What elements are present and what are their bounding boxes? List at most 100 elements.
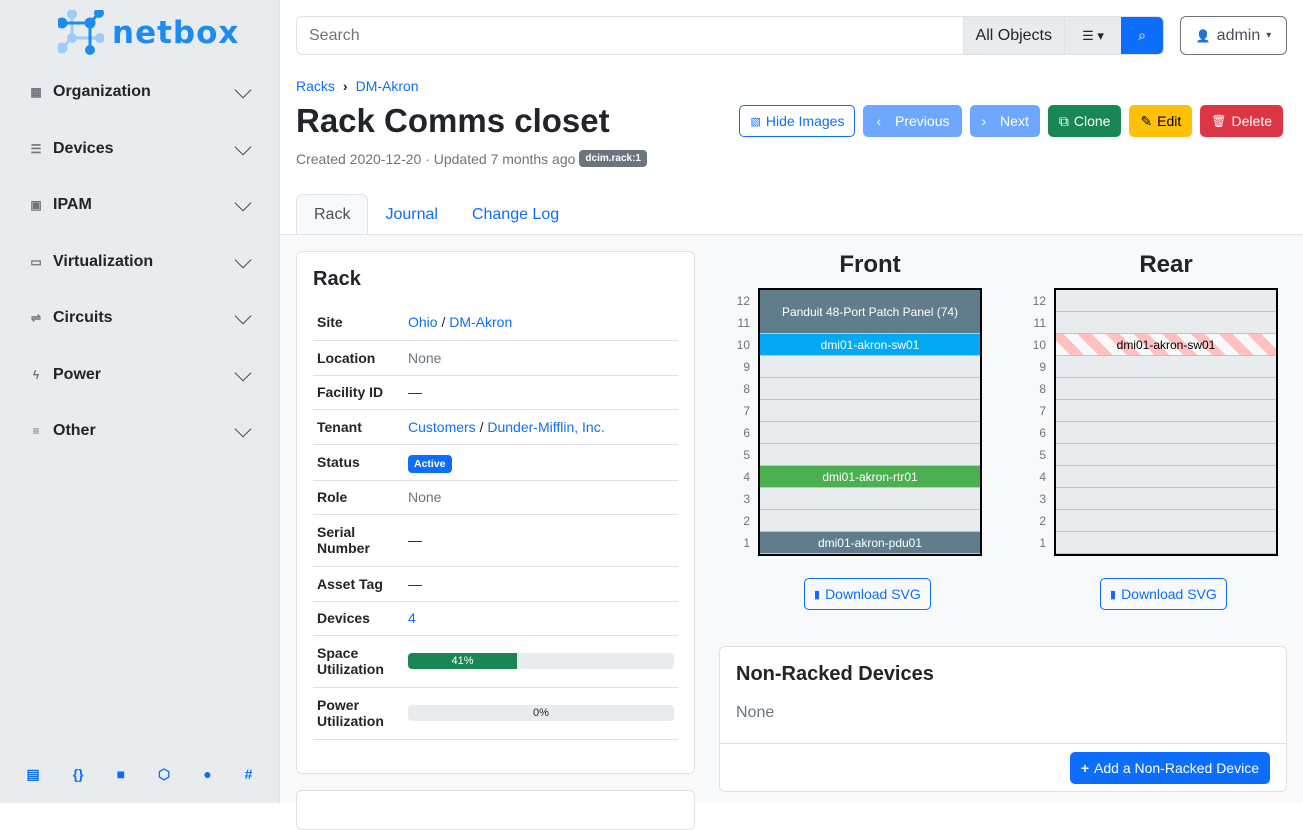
rack-unit-6: [760, 422, 980, 444]
unit-number: 5: [1039, 448, 1046, 462]
row-value: None: [404, 480, 678, 515]
unit-number: 12: [736, 294, 750, 308]
rack-unit-7: [1056, 400, 1276, 422]
tab-changelog[interactable]: Change Log: [471, 205, 560, 223]
row-label: Asset Tag: [313, 566, 404, 602]
sidebar-item-other[interactable]: ≡ Other: [0, 411, 279, 451]
rack-device[interactable]: dmi01-akron-sw01: [760, 334, 980, 356]
sidebar-item-power[interactable]: ϟ Power: [0, 355, 279, 395]
breadcrumb: Racks › DM-Akron: [296, 78, 419, 94]
unit-number: 4: [1039, 470, 1046, 484]
table-row: Location None: [313, 340, 678, 376]
tab-rack[interactable]: Rack: [296, 194, 369, 235]
label: Edit: [1157, 113, 1182, 129]
rack-unit-2: [760, 510, 980, 532]
rack-unit-2: [1056, 510, 1276, 532]
delete-button[interactable]: 🗑 Delete: [1200, 105, 1283, 137]
search-button[interactable]: ⌕: [1121, 17, 1163, 54]
row-label: Facility ID: [313, 375, 404, 410]
sidebar-item-ipam[interactable]: ▣ IPAM: [0, 185, 279, 225]
table-row: Devices 4: [313, 601, 678, 636]
space-utilization-bar: 41%: [408, 653, 674, 669]
breadcrumb-racks[interactable]: Racks: [296, 78, 335, 94]
pencil-icon: ✎: [1140, 112, 1153, 129]
edit-button[interactable]: ✎ Edit: [1129, 105, 1193, 137]
hide-images-button[interactable]: ▧ Hide Images: [739, 105, 856, 137]
rack-unit-11: [1056, 312, 1276, 334]
search-input[interactable]: [297, 17, 963, 54]
label: Delete: [1231, 113, 1272, 129]
sidebar-item-organization[interactable]: ▦ Organization: [0, 72, 279, 112]
rack-unit-1: [1056, 532, 1276, 554]
user-menu-button[interactable]: 👤 admin ▾: [1180, 16, 1287, 55]
site-link[interactable]: DM-Akron: [449, 314, 513, 331]
breadcrumb-site[interactable]: DM-Akron: [355, 78, 419, 94]
previous-button[interactable]: ‹ Previous: [863, 105, 963, 137]
row-value: —: [404, 566, 678, 602]
unit-number: 4: [743, 470, 750, 484]
rack-device[interactable]: Panduit 48-Port Patch Panel (74): [760, 290, 980, 334]
github-icon[interactable]: ●: [203, 766, 212, 782]
rack-unit-3: [760, 488, 980, 510]
add-non-racked-device-button[interactable]: + Add a Non-Racked Device: [1069, 752, 1270, 784]
ipam-icon: ▣: [30, 198, 42, 212]
slack-icon[interactable]: #: [244, 766, 253, 782]
clone-button[interactable]: ⧉ Clone: [1047, 105, 1122, 137]
next-button[interactable]: › Next: [970, 105, 1040, 137]
graphql-icon[interactable]: ⬡: [158, 766, 171, 782]
unit-number: 10: [736, 338, 750, 352]
front-elevation: Panduit 48-Port Patch Panel (74) dmi01-ak…: [758, 288, 982, 556]
chevron-down-icon: [234, 138, 252, 156]
sidebar-item-label: Devices: [53, 140, 114, 157]
card-title: Non-Racked Devices: [736, 663, 934, 685]
chevron-down-icon: [234, 307, 252, 325]
tenant-link[interactable]: Dunder-Mifflin, Inc.: [487, 418, 605, 435]
table-row: Status Active: [313, 444, 678, 481]
rack-device[interactable]: dmi01-akron-sw01: [1056, 334, 1276, 356]
circuits-icon: ⇌: [30, 311, 42, 325]
netbox-logo-icon: [58, 10, 104, 55]
copy-icon: ⧉: [1058, 112, 1069, 129]
chevron-down-icon: [234, 81, 252, 99]
sidebar-footer: ▤ {} ■ ⬡ ● #: [0, 766, 279, 783]
power-icon: ϟ: [32, 368, 40, 382]
brand-name: netbox: [112, 15, 240, 51]
tenant-group-link[interactable]: Customers: [408, 418, 476, 435]
unit-number: 10: [1032, 338, 1046, 352]
devices-count-link[interactable]: 4: [408, 610, 416, 626]
rack-device[interactable]: dmi01-akron-rtr01: [760, 466, 980, 488]
sidebar-item-label: Virtualization: [53, 253, 154, 270]
sidebar-item-devices[interactable]: ☰ Devices: [0, 129, 279, 169]
status-badge: Active: [408, 455, 452, 473]
unit-number: 6: [1039, 426, 1046, 440]
row-label: Serial Number: [313, 514, 404, 567]
rear-elevation: dmi01-akron-sw01: [1054, 288, 1278, 556]
search-bar: All Objects ☰ ▾ ⌕: [296, 16, 1164, 55]
rack-device[interactable]: dmi01-akron-pdu01: [760, 532, 980, 554]
filter-dropdown-button[interactable]: ☰ ▾: [1064, 17, 1121, 54]
docs-icon[interactable]: ▤: [26, 766, 40, 782]
table-row: Space Utilization 41%: [313, 635, 678, 688]
label: Add a Non-Racked Device: [1094, 760, 1259, 776]
region-link[interactable]: Ohio: [408, 314, 438, 331]
non-racked-value: None: [736, 704, 775, 721]
action-buttons: ▧ Hide Images ‹ Previous › Next ⧉ Clone ✎ E…: [739, 105, 1283, 137]
username: admin: [1216, 26, 1261, 44]
book-icon[interactable]: ■: [116, 766, 126, 782]
unit-number: 1: [1039, 536, 1046, 550]
tab-journal[interactable]: Journal: [385, 205, 438, 223]
search-scope-select[interactable]: All Objects: [962, 17, 1064, 54]
netbox-logo[interactable]: netbox: [58, 10, 239, 56]
api-icon[interactable]: {}: [72, 766, 84, 782]
object-badge: dcim.rack:1: [579, 150, 647, 167]
sidebar-item-label: Organization: [53, 83, 151, 100]
download-rear-svg-button[interactable]: ▮ Download SVG: [1100, 578, 1227, 610]
table-row: Serial Number —: [313, 514, 678, 567]
sidebar-item-virtualization[interactable]: ▭ Virtualization: [0, 242, 279, 282]
sidebar-item-circuits[interactable]: ⇌ Circuits: [0, 298, 279, 338]
sidebar-item-label: Circuits: [53, 309, 113, 326]
chevron-down-icon: [234, 251, 252, 269]
main: All Objects ☰ ▾ ⌕ 👤 admin ▾ Racks › DM-Akr…: [280, 0, 1303, 830]
download-front-svg-button[interactable]: ▮ Download SVG: [804, 578, 931, 610]
sidebar-item-label: IPAM: [53, 196, 92, 213]
